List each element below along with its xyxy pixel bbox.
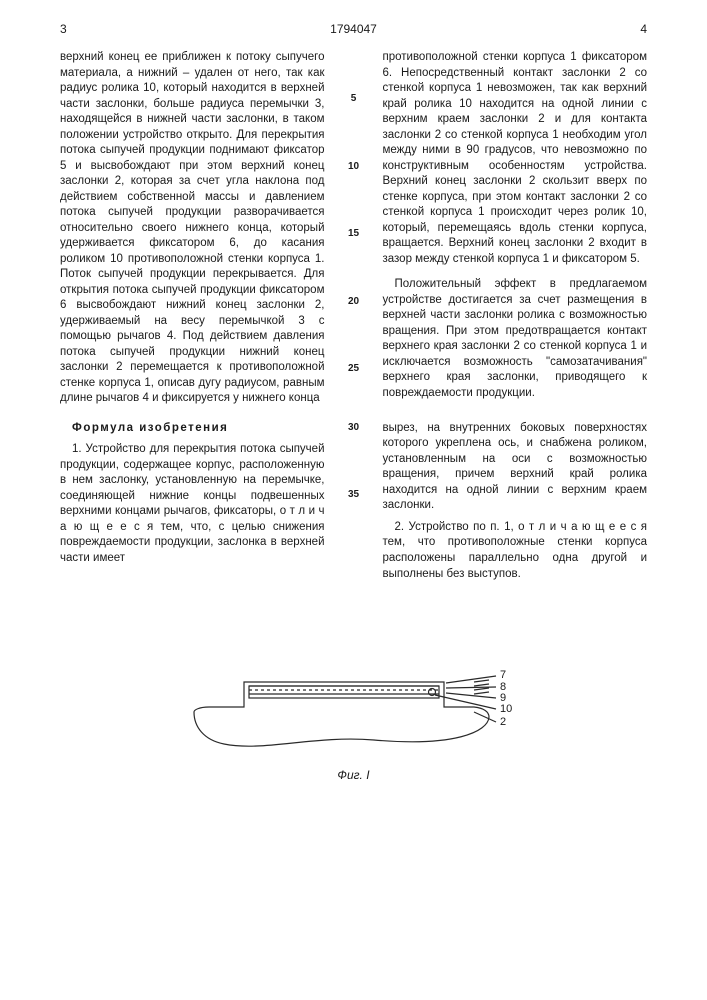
- claim-1-right: вырез, на внутренних боковых поверхностя…: [383, 421, 648, 514]
- fig-label-7: 7: [500, 669, 506, 681]
- fig-label-10: 10: [500, 703, 512, 715]
- claim-1-left: 1. Устройство для перекрытия потока сыпу…: [60, 442, 325, 566]
- figure-container: 7 8 9 10 2 Фиг. I: [60, 652, 647, 782]
- figure-svg: 7 8 9 10 2: [174, 652, 534, 762]
- ruler-mark: 10: [348, 160, 359, 174]
- ruler-mark: 5: [351, 92, 357, 106]
- fig-label-2: 2: [500, 716, 506, 728]
- line-ruler-2: 30 35: [345, 421, 363, 582]
- body-text-right-1: противоположной стенки корпуса 1 фиксато…: [383, 50, 648, 267]
- line-ruler-1: 5 10 15 20 25: [345, 50, 363, 407]
- body-col-right: противоположной стенки корпуса 1 фиксато…: [383, 50, 648, 407]
- ruler-mark: 25: [348, 362, 359, 376]
- ruler-mark: 15: [348, 227, 359, 241]
- claims-heading: Формула изобретения: [72, 422, 228, 434]
- claims-col-right: вырез, на внутренних боковых поверхностя…: [383, 421, 648, 582]
- ruler-mark: 20: [348, 295, 359, 309]
- doc-number: 1794047: [0, 22, 707, 36]
- figure-caption: Фиг. I: [60, 768, 647, 782]
- claim-2: 2. Устройство по п. 1, о т л и ч а ю щ е…: [383, 520, 648, 582]
- ruler-mark: 35: [348, 488, 359, 502]
- body-col-left: верхний конец ее приближен к потоку сыпу…: [60, 50, 325, 407]
- body-text-left: верхний конец ее приближен к потоку сыпу…: [60, 50, 325, 407]
- body-text-right-2: Положительный эффект в предлагаемом устр…: [383, 277, 648, 401]
- claims-col-left: Формула изобретения 1. Устройство для пе…: [60, 421, 325, 582]
- ruler-mark: 30: [348, 421, 359, 435]
